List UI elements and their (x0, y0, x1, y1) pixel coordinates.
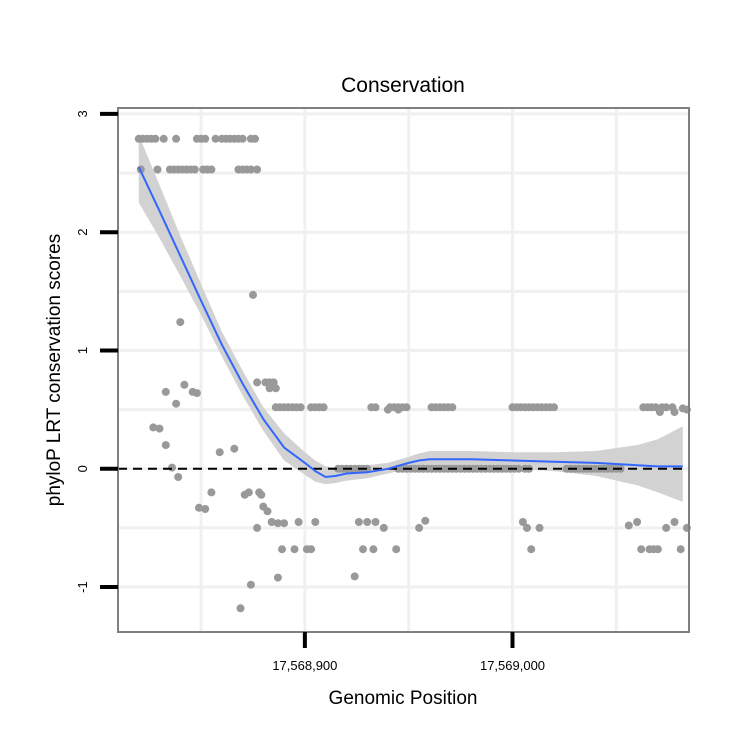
data-point (633, 518, 642, 526)
data-point (535, 523, 544, 532)
data-point (211, 134, 220, 143)
data-point (251, 134, 259, 143)
plot-panel-border (117, 107, 690, 633)
data-point (655, 408, 664, 416)
data-point (307, 545, 316, 554)
data-point (172, 134, 181, 143)
data-point (662, 523, 671, 532)
data-point (363, 464, 372, 473)
data-point (238, 134, 247, 143)
data-point (176, 318, 185, 327)
data-point (448, 403, 457, 412)
data-point (207, 488, 216, 497)
data-points (134, 134, 691, 613)
data-point (161, 387, 170, 396)
data-point (371, 403, 380, 412)
y-tick-label: -1 (75, 581, 90, 593)
data-point (394, 405, 403, 414)
data-point (159, 134, 168, 143)
gridlines (118, 108, 689, 632)
data-point (174, 473, 183, 481)
data-point (350, 572, 359, 581)
data-point (514, 464, 523, 473)
data-point (518, 518, 527, 526)
data-point (670, 518, 679, 526)
data-point (153, 165, 162, 174)
data-point (523, 523, 531, 532)
data-point (670, 408, 679, 416)
data-point (161, 441, 170, 450)
chart-title: Conservation (341, 74, 465, 97)
data-point (359, 545, 367, 554)
data-point (363, 518, 372, 526)
data-point (201, 505, 210, 513)
data-point (550, 403, 558, 412)
data-point (421, 516, 430, 525)
data-point (624, 521, 633, 530)
data-point (192, 389, 201, 398)
data-point (271, 384, 280, 393)
y-axis-ticks: -1 0 1 2 3 (75, 110, 118, 593)
data-point (379, 523, 388, 532)
data-point (369, 545, 378, 554)
data-point (676, 545, 685, 554)
data-point (290, 545, 299, 554)
data-point (215, 448, 224, 457)
data-point (354, 518, 363, 526)
data-point (253, 523, 262, 532)
data-point (236, 604, 245, 613)
data-point (168, 463, 176, 472)
data-point (267, 518, 276, 526)
data-point (311, 518, 320, 526)
data-point (527, 545, 536, 554)
data-point (294, 518, 303, 526)
data-point (253, 165, 262, 174)
y-tick-label: 3 (75, 110, 90, 117)
x-axis-ticks: 17,568,900 17,569,000 (272, 632, 545, 673)
data-point (253, 378, 262, 387)
data-point (371, 518, 380, 526)
data-point (402, 403, 411, 412)
data-point (383, 405, 392, 414)
data-point (201, 134, 210, 143)
data-point (273, 519, 282, 528)
data-point (415, 523, 424, 532)
data-point (280, 519, 289, 528)
data-point (172, 399, 181, 408)
y-tick-label: 1 (75, 347, 90, 354)
x-tick-label: 17,569,000 (480, 658, 545, 673)
data-point (296, 403, 305, 412)
y-axis-label: phyloP LRT conservation scores (44, 234, 65, 507)
data-point (249, 290, 257, 299)
data-point (151, 134, 160, 143)
x-axis-label: Genomic Position (329, 688, 478, 709)
data-point (662, 403, 671, 412)
data-point (244, 488, 253, 497)
y-tick-label: 0 (75, 465, 90, 472)
data-point (180, 380, 189, 389)
data-point (257, 490, 266, 499)
y-tick-label: 2 (75, 229, 90, 236)
data-point (230, 444, 239, 453)
data-point (273, 573, 282, 582)
data-point (190, 165, 199, 174)
data-point (392, 545, 401, 554)
data-point (155, 424, 164, 433)
x-tick-label: 17,568,900 (272, 658, 337, 673)
data-point (265, 384, 274, 393)
data-point (207, 165, 216, 174)
data-point (319, 403, 328, 412)
data-point (246, 580, 255, 589)
data-point (278, 545, 286, 554)
data-point (195, 503, 203, 512)
data-point (637, 545, 646, 554)
data-point (149, 423, 158, 432)
smooth-trend-line (137, 166, 683, 479)
data-point (263, 507, 272, 516)
confidence-ribbon (138, 135, 683, 502)
data-point (246, 165, 255, 174)
data-point (653, 545, 662, 554)
